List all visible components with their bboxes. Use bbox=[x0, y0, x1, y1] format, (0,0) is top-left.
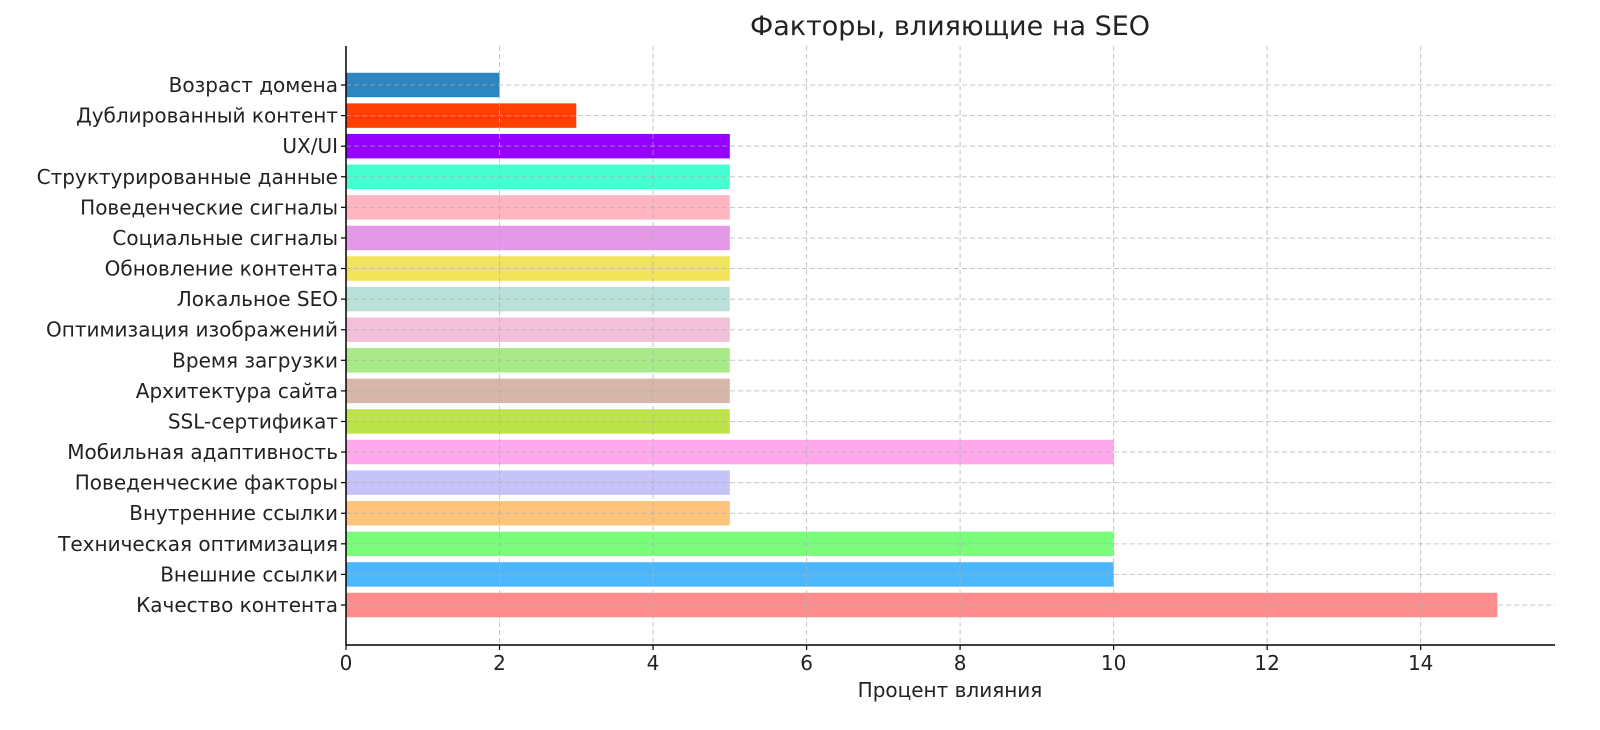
y-axis-ticks: Качество контента Внешние ссылки Техническ… bbox=[37, 73, 346, 617]
y-tick-label: UX/UI bbox=[282, 134, 338, 158]
x-tick-label: 6 bbox=[800, 651, 813, 675]
x-tick-label: 12 bbox=[1254, 651, 1279, 675]
bar bbox=[346, 317, 730, 342]
y-tick-label: Дублированный контент bbox=[76, 104, 338, 128]
y-tick-label: Техническая оптимизация bbox=[57, 532, 338, 556]
y-tick-label: Время загрузки bbox=[172, 348, 338, 372]
grid-overlay bbox=[345, 46, 1555, 645]
bar bbox=[346, 348, 730, 373]
bar bbox=[346, 470, 730, 495]
x-tick-label: 14 bbox=[1408, 651, 1433, 675]
bar bbox=[346, 225, 730, 251]
y-tick-label: Локальное SEO bbox=[177, 287, 338, 311]
x-tick-label: 0 bbox=[340, 651, 353, 675]
x-axis-label: Процент влияния bbox=[858, 678, 1043, 702]
y-tick-label: SSL-сертификат bbox=[168, 409, 338, 433]
bar bbox=[346, 592, 1498, 618]
y-tick-label: Структурированные данные bbox=[37, 165, 338, 189]
bar bbox=[346, 164, 730, 189]
bar bbox=[346, 378, 730, 404]
y-tick-label: Обновление контента bbox=[105, 257, 338, 281]
y-tick-label: Оптимизация изображений bbox=[46, 318, 338, 342]
x-tick-label: 8 bbox=[954, 651, 967, 675]
bar bbox=[346, 531, 1114, 557]
bar bbox=[346, 256, 730, 281]
bar bbox=[346, 562, 1114, 587]
bar bbox=[346, 439, 1114, 465]
x-axis-ticks: 0 2 4 6 8 10 12 14 bbox=[340, 645, 1433, 675]
bar bbox=[346, 133, 730, 159]
bar bbox=[346, 409, 730, 434]
y-tick-label: Мобильная адаптивность bbox=[67, 440, 338, 464]
y-tick-label: Качество контента bbox=[136, 593, 338, 617]
bar bbox=[346, 195, 730, 220]
y-tick-label: Архитектура сайта bbox=[136, 379, 338, 403]
x-tick-label: 10 bbox=[1101, 651, 1126, 675]
x-tick-label: 2 bbox=[493, 651, 506, 675]
y-tick-label: Социальные сигналы bbox=[112, 226, 338, 250]
chart-title: Факторы, влияющие на SEO bbox=[750, 11, 1150, 42]
y-tick-label: Поведенческие сигналы bbox=[80, 195, 338, 219]
bar bbox=[346, 501, 730, 526]
bars bbox=[346, 72, 1498, 618]
bar bbox=[346, 286, 730, 312]
y-tick-label: Поведенческие факторы bbox=[75, 471, 338, 495]
y-tick-label: Внутренние ссылки bbox=[129, 501, 338, 525]
y-tick-label: Внешние ссылки bbox=[160, 562, 338, 586]
y-tick-label: Возраст домена bbox=[169, 73, 338, 97]
x-tick-label: 4 bbox=[647, 651, 660, 675]
